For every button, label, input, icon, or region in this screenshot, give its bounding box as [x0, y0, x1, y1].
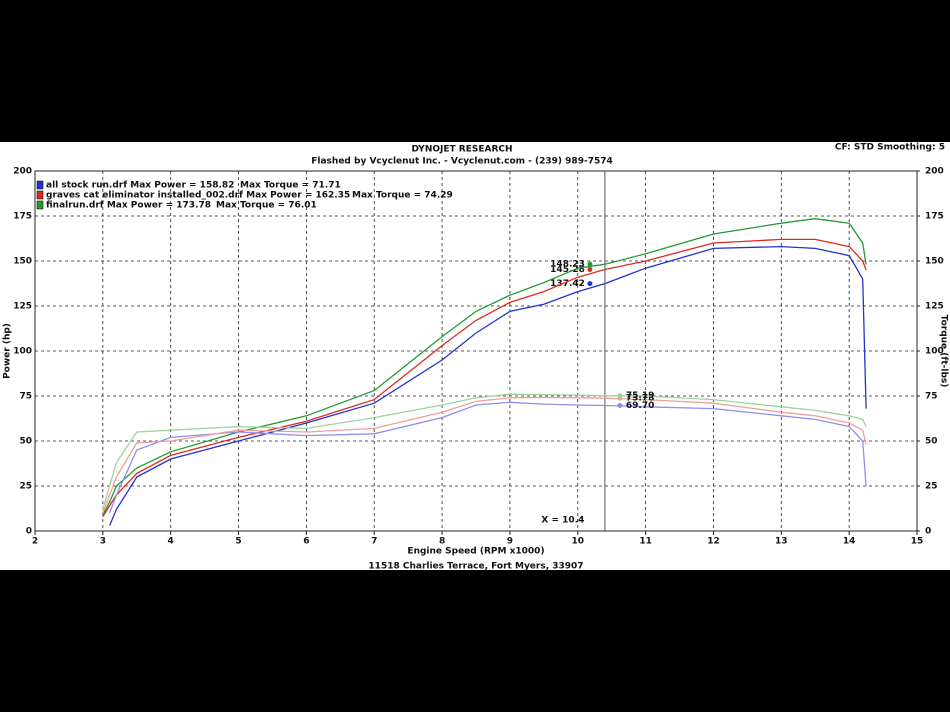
legend-torque: Max Torque = 74.29: [352, 191, 453, 201]
torque-line: [108, 401, 867, 514]
chart-subtitle: Flashed by Vcyclenut Inc. - Vcyclenut.co…: [311, 157, 613, 167]
y-tick-label: 75: [19, 392, 32, 402]
y2-tick-label: 25: [925, 482, 938, 492]
y-tick-label: 100: [13, 347, 32, 357]
y-tick-label: 0: [26, 527, 32, 537]
y-tick-label: 125: [13, 302, 32, 312]
x-tick-label: 4: [168, 537, 174, 547]
legend-swatch: [36, 190, 44, 200]
y2-tick-label: 150: [925, 257, 944, 267]
cursor-dot: [587, 266, 593, 272]
cursor-value-label: 75.19: [626, 391, 654, 401]
y2-tick-label: 200: [925, 167, 944, 177]
cursor-value-label: 148.23: [550, 260, 585, 270]
x-tick-label: 3: [100, 537, 106, 547]
footer: 11518 Charlies Terrace, Fort Myers, 3390…: [368, 562, 583, 572]
cursor-value-label: 145.28: [550, 265, 585, 275]
x-tick-label: 14: [843, 537, 856, 547]
y-tick-label: 50: [19, 437, 32, 447]
x-tick-label: 8: [439, 537, 445, 547]
y2-tick-label: 175: [925, 212, 944, 222]
x-tick-label: 10: [572, 537, 585, 547]
x-axis-label: Engine Speed (RPM x1000): [407, 547, 544, 557]
y2-tick-label: 0: [925, 527, 931, 537]
y-axis-label: Power (hp): [3, 323, 13, 379]
legend-swatch: [36, 200, 44, 210]
power-line: [102, 238, 867, 517]
y2-tick-label: 50: [925, 437, 938, 447]
x-tick-label: 2: [32, 537, 38, 547]
y2-tick-label: 75: [925, 392, 938, 402]
x-tick-label: 5: [235, 537, 241, 547]
cursor-label: X = 10.4: [541, 516, 584, 526]
y-tick-label: 200: [13, 167, 32, 177]
x-tick-label: 13: [775, 537, 788, 547]
legend-torque: Max Torque = 76.01: [216, 201, 317, 211]
x-tick-label: 9: [507, 537, 513, 547]
cursor-value-label: 73.78: [626, 394, 654, 404]
legend-power: finalrun.drf Max Power = 173.78: [46, 201, 211, 211]
legend-power: graves cat eliminator installed_002.drf …: [46, 191, 350, 201]
cursor-value-label: 69.70: [626, 401, 654, 411]
x-tick-label: 12: [707, 537, 720, 547]
cursor-dot: [587, 281, 593, 287]
y2-axis-label: Torque (ft-lbs): [939, 315, 949, 388]
torque-line: [102, 396, 867, 514]
chart-panel: [0, 142, 950, 570]
legend-torque: Max Torque = 71.71: [240, 181, 341, 191]
y2-tick-label: 125: [925, 302, 944, 312]
power-line: [102, 218, 867, 516]
cursor-value-label: 137.42: [550, 279, 585, 289]
cursor-dot: [617, 403, 623, 409]
chart-title: DYNOJET RESEARCH: [411, 145, 512, 155]
legend-power: all stock run.drf Max Power = 158.82: [46, 181, 234, 191]
cursor-dot: [587, 261, 593, 267]
x-tick-label: 11: [639, 537, 652, 547]
y-tick-label: 25: [19, 482, 32, 492]
x-tick-label: 7: [371, 537, 377, 547]
y-tick-label: 150: [13, 257, 32, 267]
y-tick-label: 175: [13, 212, 32, 222]
x-tick-label: 6: [303, 537, 309, 547]
torque-line: [102, 393, 867, 510]
y2-tick-label: 100: [925, 347, 944, 357]
legend-swatch: [36, 180, 44, 190]
power-line: [109, 245, 867, 526]
settings: CF: STD Smoothing: 5: [835, 143, 945, 153]
x-tick-label: 15: [911, 537, 924, 547]
cursor-dot: [617, 393, 623, 399]
